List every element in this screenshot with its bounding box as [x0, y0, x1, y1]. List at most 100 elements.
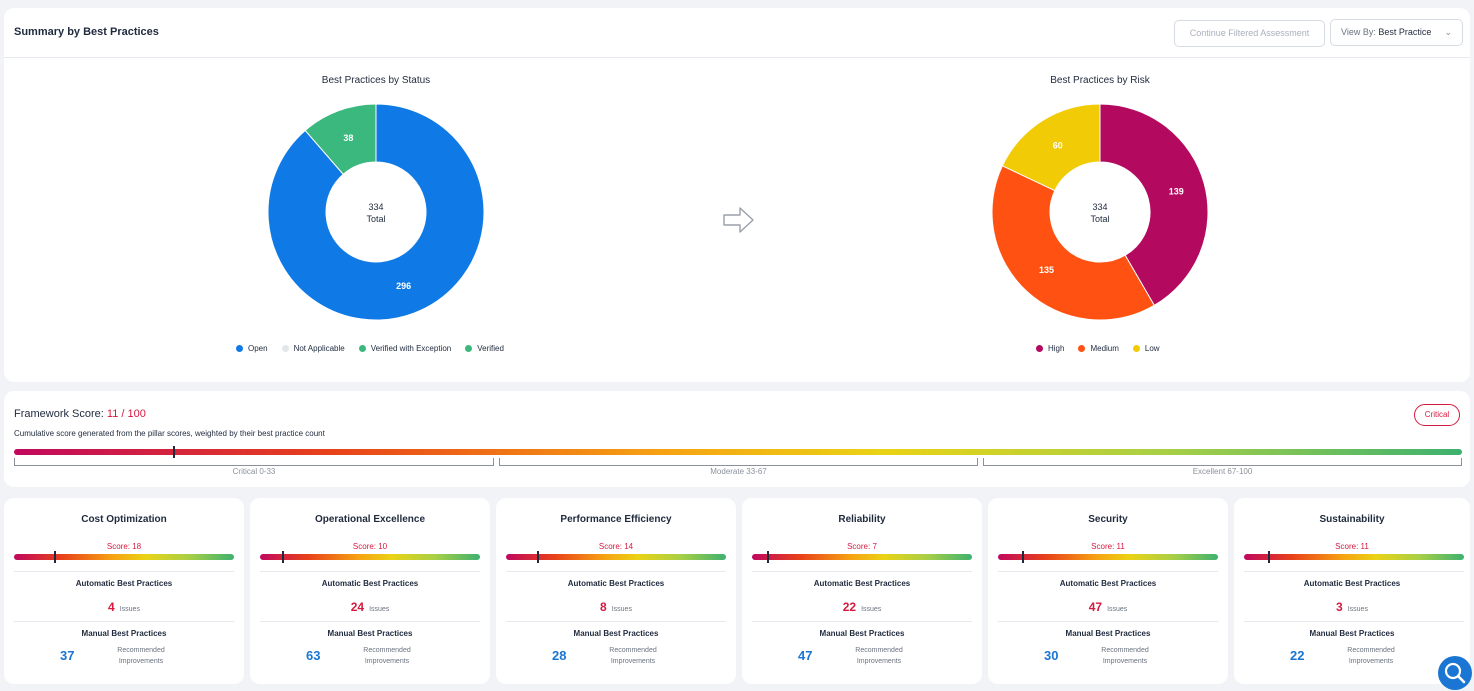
pillar-score-bar: [752, 554, 972, 560]
divider: [14, 621, 234, 622]
risk-chart-title: Best Practices by Risk: [1050, 75, 1150, 86]
improvements-label: Recommended Improvements: [1347, 647, 1395, 665]
range-label-moderate: Moderate 33-67: [710, 467, 767, 476]
manual-best-practices-label: Manual Best Practices: [819, 629, 905, 638]
issues-label: Issues: [119, 606, 140, 613]
pillar-title: Performance Efficiency: [560, 514, 672, 525]
legend-item-verified-with-exception[interactable]: Verified with Exception: [358, 344, 452, 353]
risk-legend: High Medium Low: [1036, 344, 1160, 353]
divider: [260, 621, 480, 622]
issues-count[interactable]: 47 Issues: [988, 598, 1228, 616]
issues-count[interactable]: 22 Issues: [742, 598, 982, 616]
arrow-right-icon: [723, 207, 754, 233]
improvements-number[interactable]: 47: [798, 648, 813, 663]
status-slice-verified-with-exception[interactable]: [304, 103, 377, 175]
view-by-dropdown[interactable]: View By: Best Practice ⌄: [1330, 19, 1463, 46]
divider: [998, 571, 1218, 572]
manual-best-practices-label: Manual Best Practices: [1309, 629, 1395, 638]
pillar-card-reliability[interactable]: Reliability Score: 7 Automatic Best Prac…: [742, 498, 982, 684]
range-bracket-excellent: [983, 458, 1462, 466]
issues-count[interactable]: 8 Issues: [496, 598, 736, 616]
issues-count[interactable]: 24 Issues: [250, 598, 490, 616]
continue-filtered-assessment-button[interactable]: Continue Filtered Assessment: [1174, 20, 1325, 47]
improvements-label: Recommended Improvements: [609, 647, 657, 665]
improvements-label: Recommended Improvements: [363, 647, 411, 665]
improvements-label: Recommended Improvements: [117, 647, 165, 665]
pillar-title: Security: [1088, 514, 1128, 525]
legend-dot: [1078, 345, 1086, 352]
issues-number: 8: [600, 600, 607, 614]
status-badge: Critical: [1414, 404, 1460, 426]
divider: [1244, 571, 1464, 572]
pillar-score-marker: [1022, 551, 1025, 563]
framework-score-description: Cumulative score generated from the pill…: [14, 429, 325, 438]
pillar-card-security[interactable]: Security Score: 11 Automatic Best Practi…: [988, 498, 1228, 684]
range-label-excellent: Excellent 67-100: [1192, 467, 1253, 476]
range-bracket-moderate: [499, 458, 978, 466]
improvements-number[interactable]: 28: [552, 648, 567, 663]
pillar-score: Score: 11: [1091, 542, 1125, 551]
risk-data-label: 135: [1039, 265, 1054, 275]
pillar-title: Sustainability: [1319, 514, 1385, 525]
manual-best-practices-label: Manual Best Practices: [573, 629, 659, 638]
improvements-number[interactable]: 30: [1044, 648, 1059, 663]
summary-card: Summary by Best Practices Continue Filte…: [4, 8, 1470, 382]
summary-header: Summary by Best Practices Continue Filte…: [4, 8, 1470, 58]
pillar-score-marker: [282, 551, 284, 563]
automatic-best-practices-label: Automatic Best Practices: [567, 579, 665, 588]
pillar-card-cost-optimization[interactable]: Cost Optimization Score: 18 Automatic Be…: [4, 498, 244, 684]
pillar-card-performance-efficiency[interactable]: Performance Efficiency Score: 14 Automat…: [496, 498, 736, 684]
view-by-value: Best Practice: [1378, 27, 1432, 37]
status-donut-chart: 296 38 334 Total: [267, 103, 485, 321]
legend-label: Verified with Exception: [370, 344, 452, 353]
status-center-value: 334: [368, 202, 383, 212]
help-search-button[interactable]: [1438, 656, 1472, 690]
pillar-title: Reliability: [838, 514, 886, 525]
legend-item-high[interactable]: High: [1036, 344, 1064, 353]
issues-number: 24: [350, 600, 365, 614]
pillar-title: Cost Optimization: [81, 514, 167, 525]
risk-data-label: 60: [1053, 140, 1063, 150]
legend-dot: [1036, 345, 1043, 352]
improvements-number[interactable]: 63: [306, 648, 321, 663]
issues-label: Issues: [861, 606, 882, 613]
legend-label: High: [1048, 344, 1065, 353]
framework-score-value: 11 / 100: [106, 408, 146, 420]
issues-count[interactable]: 3 Issues: [1234, 598, 1470, 616]
legend-label: Medium: [1090, 344, 1119, 353]
divider: [1244, 621, 1464, 622]
pillar-card-sustainability[interactable]: Sustainability Score: 11 Automatic Best …: [1234, 498, 1470, 684]
legend-item-verified[interactable]: Verified: [465, 344, 504, 353]
framework-score-card: Framework Score: 11 / 100 Cumulative sco…: [4, 391, 1470, 487]
automatic-best-practices-label: Automatic Best Practices: [813, 579, 911, 588]
pillar-score-bar: [14, 554, 234, 560]
legend-dot: [465, 345, 473, 352]
pillar-card-operational-excellence[interactable]: Operational Excellence Score: 10 Automat…: [250, 498, 490, 684]
improvements-label: Recommended Improvements: [1101, 647, 1149, 665]
status-slice-open[interactable]: [267, 103, 485, 321]
framework-score-marker: [173, 446, 176, 458]
issues-count[interactable]: 4 Issues: [4, 598, 244, 616]
legend-dot: [358, 345, 366, 352]
pillar-score: Score: 10: [352, 542, 388, 551]
risk-slice-high[interactable]: [1099, 103, 1209, 307]
legend-item-not-applicable[interactable]: Not Applicable: [281, 344, 345, 353]
search-icon: [1444, 662, 1466, 684]
range-bracket-critical: [14, 458, 494, 466]
legend-item-open[interactable]: Open: [236, 344, 268, 353]
improvements-number[interactable]: 22: [1290, 648, 1305, 663]
legend-label: Low: [1144, 344, 1160, 353]
improvements-number[interactable]: 37: [60, 648, 75, 663]
status-data-label: 296: [396, 281, 411, 291]
legend-item-medium[interactable]: Medium: [1078, 344, 1119, 353]
risk-slice-low[interactable]: [1001, 103, 1101, 192]
legend-item-low[interactable]: Low: [1132, 344, 1160, 353]
divider: [506, 621, 726, 622]
risk-slice-medium[interactable]: [991, 165, 1155, 321]
status-center-label: Total: [366, 214, 385, 224]
pillar-score-bar: [506, 554, 726, 560]
divider: [752, 621, 972, 622]
issues-number: 4: [108, 600, 115, 614]
divider: [506, 571, 726, 572]
risk-center-value: 334: [1092, 202, 1107, 212]
